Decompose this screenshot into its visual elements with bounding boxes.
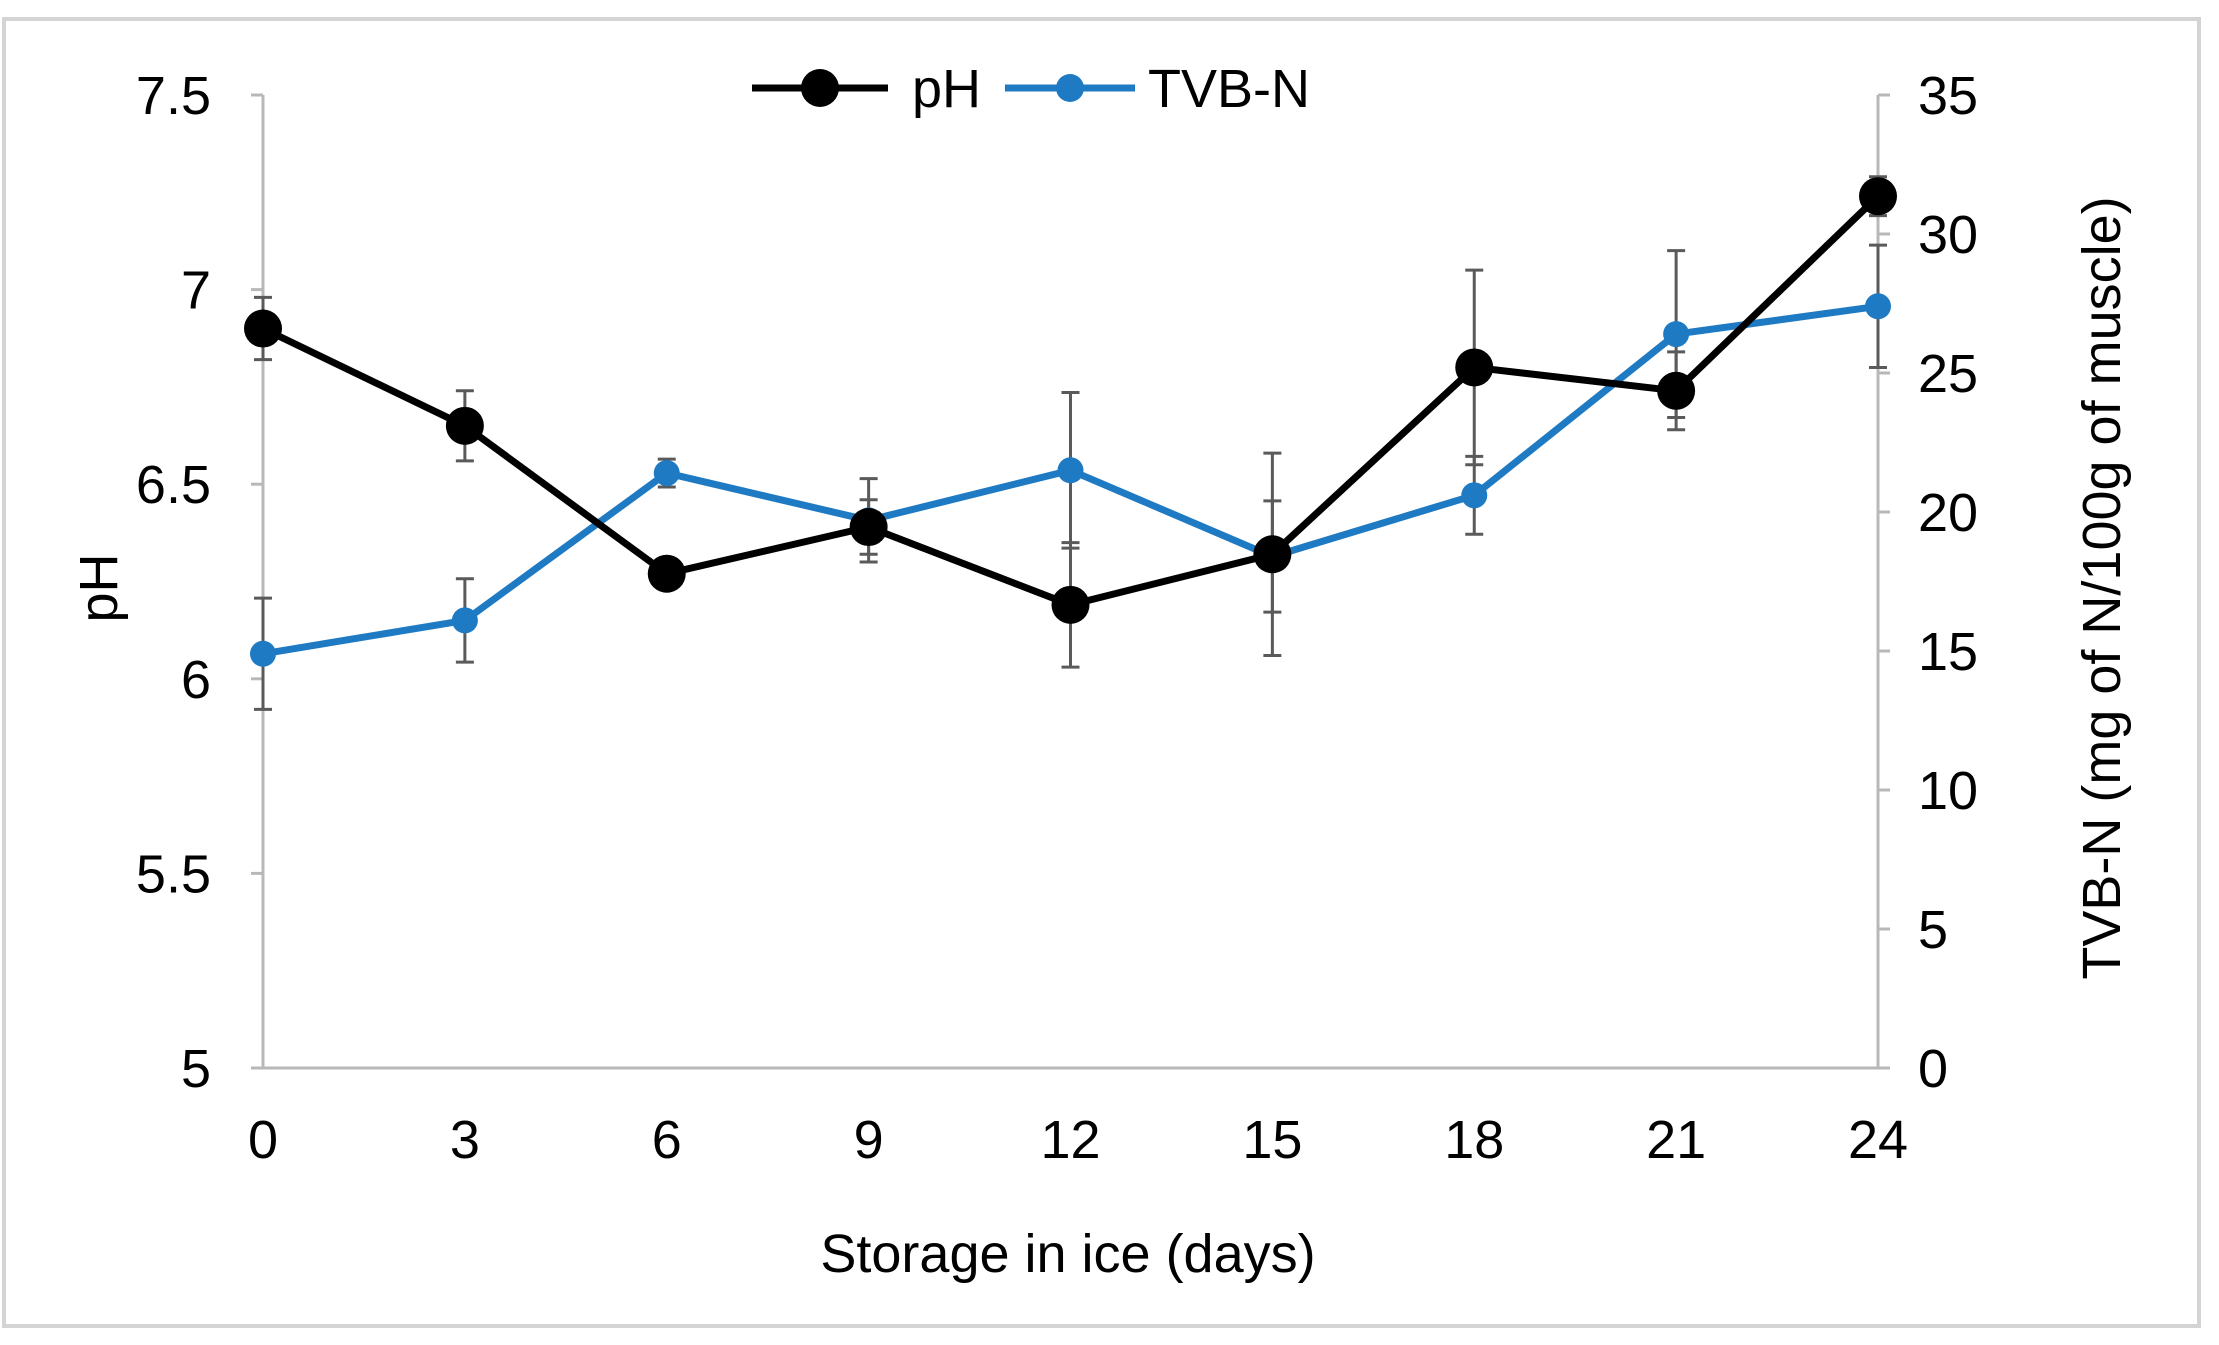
series-layer bbox=[244, 177, 1897, 667]
y-tick-label: 5 bbox=[181, 1039, 211, 1099]
y-axis-title: pH bbox=[69, 553, 129, 622]
ph-data-point bbox=[647, 554, 686, 593]
ph-data-point bbox=[849, 508, 888, 547]
ph-data-point bbox=[1859, 177, 1897, 216]
tvbn-data-point bbox=[451, 607, 478, 634]
tvbn-data-point bbox=[1865, 293, 1891, 320]
y-tick-label: 6 bbox=[181, 650, 211, 710]
y2-tick-label: 0 bbox=[1918, 1039, 1948, 1099]
tvbn-data-point bbox=[1461, 482, 1488, 509]
x-tick-label: 6 bbox=[652, 1110, 682, 1170]
ph-data-point bbox=[1455, 348, 1494, 387]
y2-tick-label: 5 bbox=[1918, 900, 1948, 960]
ph-data-point bbox=[445, 406, 484, 445]
x-tick-label: 0 bbox=[248, 1110, 278, 1170]
legend-tvbn-marker bbox=[1056, 74, 1084, 102]
x-axis-title: Storage in ice (days) bbox=[820, 1224, 1315, 1284]
x-tick-label: 18 bbox=[1444, 1110, 1504, 1170]
x-tick-label: 15 bbox=[1242, 1110, 1302, 1170]
legend-ph-label: pH bbox=[912, 59, 981, 119]
labels-layer: Storage in ice (days) pH TVB-N (mg of N/… bbox=[69, 196, 2132, 1284]
y2-tick-label: 25 bbox=[1918, 344, 1978, 404]
x-tick-label: 3 bbox=[450, 1110, 480, 1170]
legend-ph-marker bbox=[801, 69, 839, 107]
ph-data-point bbox=[1253, 535, 1292, 574]
ph-data-point bbox=[244, 309, 282, 348]
y-tick-label: 7.5 bbox=[136, 66, 211, 126]
ph-data-point bbox=[1051, 585, 1090, 624]
x-tick-label: 24 bbox=[1848, 1110, 1908, 1170]
legend-tvbn-label: TVB-N bbox=[1148, 59, 1310, 119]
tvbn-data-point bbox=[653, 460, 680, 487]
y-tick-label: 6.5 bbox=[136, 455, 211, 515]
y2-tick-label: 10 bbox=[1918, 761, 1978, 821]
y2-axis-title: TVB-N (mg of N/100g of muscle) bbox=[2072, 196, 2132, 979]
y2-tick-label: 15 bbox=[1918, 622, 1978, 682]
tvbn-data-point bbox=[1057, 457, 1084, 484]
y-tick-label: 7 bbox=[181, 261, 211, 321]
ph-data-point bbox=[1657, 371, 1696, 410]
y2-tick-label: 20 bbox=[1918, 483, 1978, 543]
tvbn-data-point bbox=[1663, 321, 1690, 348]
x-tick-label: 12 bbox=[1040, 1110, 1100, 1170]
legend: pH TVB-N bbox=[752, 59, 1310, 119]
y2-tick-label: 35 bbox=[1918, 66, 1978, 126]
y2-tick-label: 30 bbox=[1918, 205, 1978, 265]
tvbn-data-point bbox=[250, 640, 276, 667]
y-tick-label: 5.5 bbox=[136, 844, 211, 904]
x-tick-label: 9 bbox=[854, 1110, 884, 1170]
x-tick-label: 21 bbox=[1646, 1110, 1706, 1170]
